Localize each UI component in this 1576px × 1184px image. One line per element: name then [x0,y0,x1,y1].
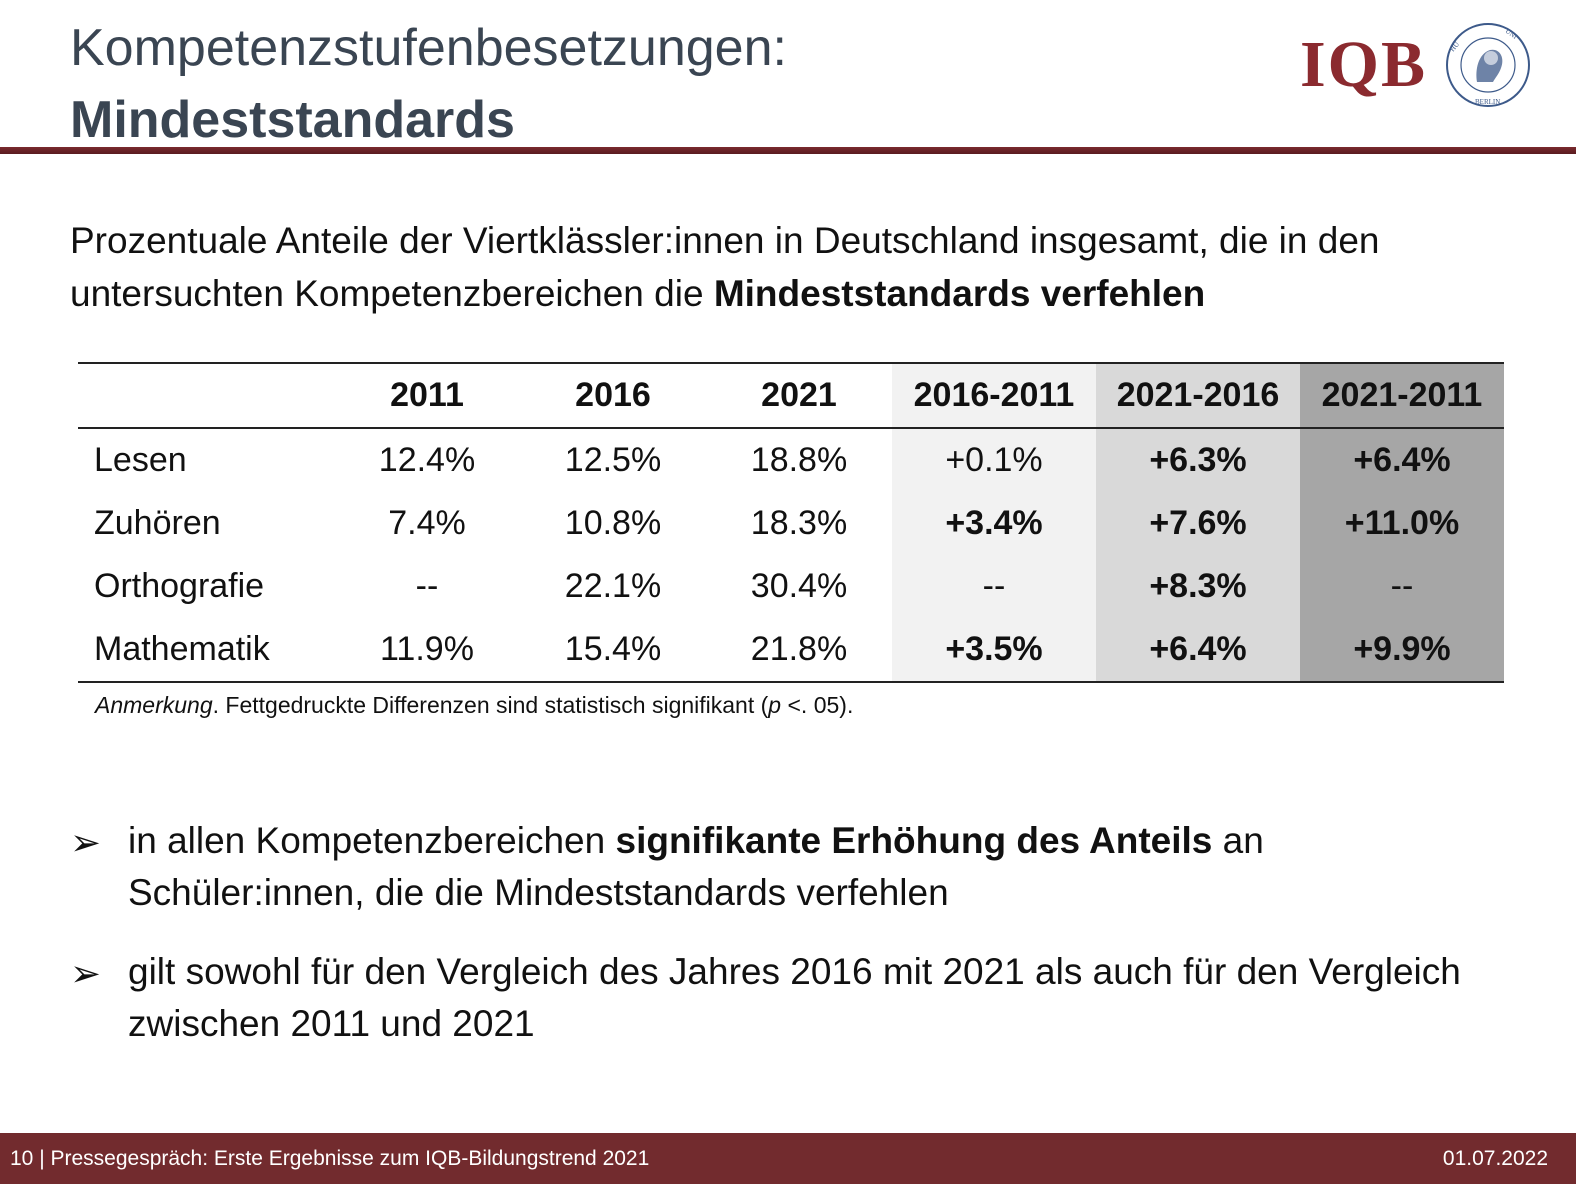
subtitle-text: Prozentuale Anteile der Viertklässler:in… [70,220,1380,314]
col-header-label [78,363,334,428]
cell-diff-2016-2011: +3.5% [892,618,1096,682]
footer-bar: 10 | Pressegespräch: Erste Ergebnisse zu… [0,1133,1576,1184]
footer-date: 01.07.2022 [1442,1147,1548,1170]
cell-diff-2016-2011: +3.4% [892,492,1096,555]
bullet-item: ➢ in allen Kompetenzbereichen signifikan… [70,815,1470,919]
table-row: Orthografie -- 22.1% 30.4% -- +8.3% -- [78,555,1504,618]
cell-2016: 12.5% [564,441,662,479]
cell-diff-2021-2011: +11.0% [1300,492,1504,555]
cell-diff-2021-2016: +8.3% [1096,555,1300,618]
logo-group: IQB HU UNI BERLIN [1300,22,1531,108]
bullet-text-post: an Schüler:innen, die die Mindeststandar… [128,820,1264,913]
table-row: Zuhören 7.4% 10.8% 18.3% +3.4% +7.6% +11… [78,492,1504,555]
cell-2016: 10.8% [564,504,662,542]
cell-2021: 30.4% [750,567,848,605]
subtitle: Prozentuale Anteile der Viertklässler:in… [70,214,1530,320]
cell-2011: 11.9% [380,630,474,668]
bullet-item: ➢ gilt sowohl für den Vergleich des Jahr… [70,946,1470,1050]
bullet-text-pre: in allen Kompetenzbereichen [128,820,616,861]
col-header-2021: 2021 [761,376,837,414]
row-label: Mathematik [94,630,270,668]
cell-diff-2016-2011: +0.1% [892,428,1096,492]
page-title-line2: Mindeststandards [70,91,515,149]
col-header-diff-2021-2011: 2021-2011 [1300,363,1504,428]
cell-diff-2021-2011: +9.9% [1300,618,1504,682]
table-row: Lesen 12.4% 12.5% 18.8% +0.1% +6.3% +6.4… [78,428,1504,492]
cell-2011: 12.4% [378,441,476,479]
bullet-text: in allen Kompetenzbereichen signifikante… [128,815,1470,919]
svg-text:UNI: UNI [1504,27,1519,41]
iqb-logo: IQB [1300,28,1428,101]
row-label: Lesen [94,441,187,479]
cell-2021: 21.8% [750,630,848,668]
results-table: 2011 2016 2021 2016-2011 2021-2016 2021-… [78,362,1504,683]
arrow-bullet-icon: ➢ [70,822,102,863]
cell-diff-2021-2016: +6.3% [1096,428,1300,492]
subtitle-bold: Mindeststandards verfehlen [713,273,1206,314]
note-p: p [768,692,782,718]
col-header-diff-2016-2011: 2016-2011 [892,363,1096,428]
cell-diff-2016-2011: -- [892,555,1096,618]
bullet-text-pre: gilt sowohl für den Vergleich des Jahres… [128,951,1461,1044]
row-label: Zuhören [94,504,221,542]
cell-diff-2021-2011: +6.4% [1300,428,1504,492]
humboldt-seal-icon: HU UNI BERLIN [1446,23,1531,107]
table-header-row: 2011 2016 2021 2016-2011 2021-2016 2021-… [78,363,1504,428]
bullet-text-bold: signifikante Erhöhung des Anteils [615,820,1213,861]
cell-2011: 7.4% [388,504,466,542]
cell-diff-2021-2016: +7.6% [1096,492,1300,555]
table-note: Anmerkung. Fettgedruckte Differenzen sin… [95,692,853,719]
page-title: Kompetenzstufenbesetzungen: Mindeststand… [70,12,787,156]
page-title-line1: Kompetenzstufenbesetzungen: [70,19,787,77]
header-divider [0,147,1576,154]
svg-text:BERLIN: BERLIN [1475,98,1500,106]
cell-2021: 18.8% [750,441,848,479]
cell-diff-2021-2016: +6.4% [1096,618,1300,682]
cell-2011: -- [415,567,439,605]
col-header-2011: 2011 [390,376,464,414]
cell-2021: 18.3% [750,504,848,542]
row-label: Orthografie [94,567,265,605]
note-label: Anmerkung [95,692,213,718]
arrow-bullet-icon: ➢ [70,953,102,994]
cell-diff-2021-2011: -- [1300,555,1504,618]
col-header-diff-2021-2016: 2021-2016 [1096,363,1300,428]
col-header-2016: 2016 [575,376,651,414]
cell-2016: 15.4% [564,630,662,668]
note-text-b: <. 05). [781,692,854,718]
bullet-text: gilt sowohl für den Vergleich des Jahres… [128,946,1470,1050]
cell-2016: 22.1% [564,567,662,605]
footer-slide-info: 10 | Pressegespräch: Erste Ergebnisse zu… [10,1147,650,1170]
table-row: Mathematik 11.9% 15.4% 21.8% +3.5% +6.4%… [78,618,1504,682]
note-text-a: . Fettgedruckte Differenzen sind statist… [212,692,769,718]
